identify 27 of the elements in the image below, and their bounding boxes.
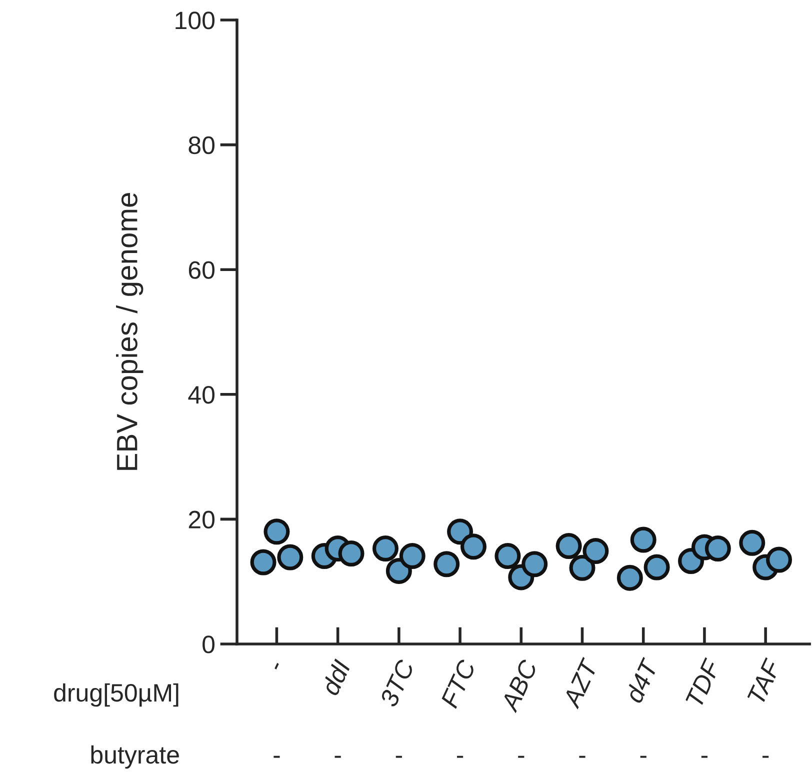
x-tick-label: d4T	[624, 656, 660, 704]
text: -	[396, 756, 402, 758]
text: -	[274, 756, 280, 758]
text: -	[701, 756, 708, 758]
text: -	[762, 756, 769, 758]
x-tick-label: AZT	[562, 656, 599, 710]
text: -	[640, 756, 646, 758]
y-tick-label: 20	[188, 510, 214, 529]
y-tick-label: 40	[188, 386, 214, 404]
text: butyrate	[91, 745, 179, 769]
y-tick-label: 100	[176, 12, 214, 30]
x-tick-label: TAF	[747, 657, 782, 705]
x-tick-label: ddI	[320, 658, 352, 696]
text: -	[518, 756, 524, 758]
x-tick-label: TDF	[685, 657, 722, 708]
x-axis-title: drug[50µM]	[54, 683, 178, 707]
text: -	[456, 756, 464, 758]
y-tick-label: 60	[188, 261, 214, 279]
y-tick-label: 0	[202, 636, 214, 654]
x-tick-label: ABC	[500, 658, 538, 714]
x-tick-label: 3TC	[379, 658, 416, 708]
text: -	[334, 756, 341, 758]
y-tick-label: 80	[188, 136, 214, 154]
y-axis-title: EBV copies / genome	[116, 193, 144, 470]
text: -	[579, 756, 586, 758]
x-tick-label: FTC	[440, 658, 476, 709]
x-tick-label: -	[274, 662, 279, 670]
